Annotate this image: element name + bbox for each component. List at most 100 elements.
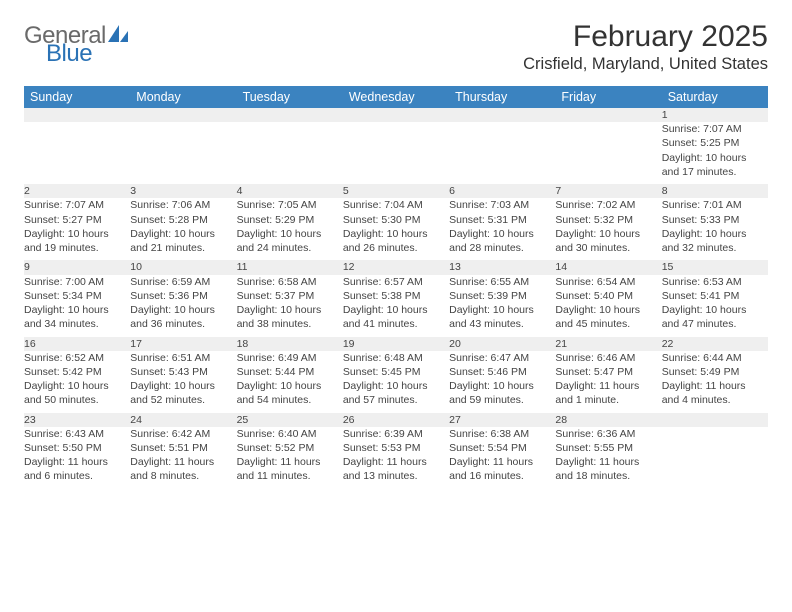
daylight2-text: and 17 minutes.	[662, 165, 768, 179]
day-number: 17	[130, 337, 236, 351]
daylight2-text: and 32 minutes.	[662, 241, 768, 255]
daylight2-text: and 52 minutes.	[130, 393, 236, 407]
day-number: 13	[449, 260, 555, 274]
daylight1-text: Daylight: 10 hours	[24, 303, 130, 317]
sunset-text: Sunset: 5:33 PM	[662, 213, 768, 227]
daylight1-text: Daylight: 10 hours	[449, 379, 555, 393]
daylight1-text: Daylight: 10 hours	[24, 379, 130, 393]
day-number: 2	[24, 184, 130, 198]
weekday-header: Friday	[555, 86, 661, 108]
daylight2-text: and 26 minutes.	[343, 241, 449, 255]
sunset-text: Sunset: 5:39 PM	[449, 289, 555, 303]
day-number: 22	[662, 337, 768, 351]
brand-logo: General Blue	[24, 20, 130, 66]
weekday-header: Thursday	[449, 86, 555, 108]
daylight2-text: and 6 minutes.	[24, 469, 130, 483]
daylight1-text: Daylight: 11 hours	[555, 379, 661, 393]
sunrise-text: Sunrise: 6:43 AM	[24, 427, 130, 441]
day-number: 8	[662, 184, 768, 198]
day-cell	[130, 122, 236, 184]
sunset-text: Sunset: 5:46 PM	[449, 365, 555, 379]
day-cell	[555, 122, 661, 184]
daylight2-text: and 4 minutes.	[662, 393, 768, 407]
day-cell: Sunrise: 6:39 AMSunset: 5:53 PMDaylight:…	[343, 427, 449, 489]
sunset-text: Sunset: 5:41 PM	[662, 289, 768, 303]
day-cell: Sunrise: 6:38 AMSunset: 5:54 PMDaylight:…	[449, 427, 555, 489]
day-number	[449, 108, 555, 122]
day-cell: Sunrise: 7:05 AMSunset: 5:29 PMDaylight:…	[237, 198, 343, 260]
daylight2-text: and 38 minutes.	[237, 317, 343, 331]
daylight1-text: Daylight: 10 hours	[449, 303, 555, 317]
sunrise-text: Sunrise: 7:07 AM	[662, 122, 768, 136]
sunset-text: Sunset: 5:34 PM	[24, 289, 130, 303]
day-content-row: Sunrise: 7:00 AMSunset: 5:34 PMDaylight:…	[24, 275, 768, 337]
day-number: 24	[130, 413, 236, 427]
day-number	[343, 108, 449, 122]
sunrise-text: Sunrise: 6:54 AM	[555, 275, 661, 289]
day-number	[237, 108, 343, 122]
sunset-text: Sunset: 5:47 PM	[555, 365, 661, 379]
daylight1-text: Daylight: 10 hours	[555, 303, 661, 317]
day-number: 26	[343, 413, 449, 427]
daylight2-text: and 24 minutes.	[237, 241, 343, 255]
day-cell: Sunrise: 6:55 AMSunset: 5:39 PMDaylight:…	[449, 275, 555, 337]
page-header: General Blue February 2025 Crisfield, Ma…	[24, 20, 768, 74]
day-number	[555, 108, 661, 122]
daylight1-text: Daylight: 11 hours	[343, 455, 449, 469]
sunset-text: Sunset: 5:44 PM	[237, 365, 343, 379]
day-number: 9	[24, 260, 130, 274]
daylight1-text: Daylight: 10 hours	[662, 303, 768, 317]
daylight2-text: and 57 minutes.	[343, 393, 449, 407]
daylight2-text: and 54 minutes.	[237, 393, 343, 407]
sunset-text: Sunset: 5:36 PM	[130, 289, 236, 303]
day-cell: Sunrise: 7:01 AMSunset: 5:33 PMDaylight:…	[662, 198, 768, 260]
day-number: 12	[343, 260, 449, 274]
day-cell: Sunrise: 6:40 AMSunset: 5:52 PMDaylight:…	[237, 427, 343, 489]
day-number: 19	[343, 337, 449, 351]
day-number-row: 9101112131415	[24, 260, 768, 274]
sunrise-text: Sunrise: 6:40 AM	[237, 427, 343, 441]
day-number: 10	[130, 260, 236, 274]
day-cell	[24, 122, 130, 184]
sunrise-text: Sunrise: 6:47 AM	[449, 351, 555, 365]
sunrise-text: Sunrise: 6:59 AM	[130, 275, 236, 289]
day-number: 7	[555, 184, 661, 198]
sunset-text: Sunset: 5:40 PM	[555, 289, 661, 303]
brand-text-blue: Blue	[46, 42, 92, 66]
daylight1-text: Daylight: 10 hours	[24, 227, 130, 241]
day-cell: Sunrise: 6:36 AMSunset: 5:55 PMDaylight:…	[555, 427, 661, 489]
day-cell	[449, 122, 555, 184]
day-cell: Sunrise: 6:54 AMSunset: 5:40 PMDaylight:…	[555, 275, 661, 337]
calendar-body: 1Sunrise: 7:07 AMSunset: 5:25 PMDaylight…	[24, 108, 768, 489]
day-number: 25	[237, 413, 343, 427]
sunrise-text: Sunrise: 7:05 AM	[237, 198, 343, 212]
daylight2-text: and 16 minutes.	[449, 469, 555, 483]
sunset-text: Sunset: 5:38 PM	[343, 289, 449, 303]
sunrise-text: Sunrise: 6:58 AM	[237, 275, 343, 289]
sunset-text: Sunset: 5:28 PM	[130, 213, 236, 227]
day-number	[24, 108, 130, 122]
day-cell: Sunrise: 6:58 AMSunset: 5:37 PMDaylight:…	[237, 275, 343, 337]
daylight1-text: Daylight: 10 hours	[130, 303, 236, 317]
sunset-text: Sunset: 5:49 PM	[662, 365, 768, 379]
calendar-page: General Blue February 2025 Crisfield, Ma…	[0, 0, 792, 509]
calendar-header-row: Sunday Monday Tuesday Wednesday Thursday…	[24, 86, 768, 108]
day-number: 28	[555, 413, 661, 427]
daylight1-text: Daylight: 10 hours	[662, 151, 768, 165]
day-cell: Sunrise: 6:57 AMSunset: 5:38 PMDaylight:…	[343, 275, 449, 337]
day-number: 20	[449, 337, 555, 351]
daylight1-text: Daylight: 10 hours	[555, 227, 661, 241]
day-number: 23	[24, 413, 130, 427]
day-cell: Sunrise: 7:06 AMSunset: 5:28 PMDaylight:…	[130, 198, 236, 260]
sunset-text: Sunset: 5:53 PM	[343, 441, 449, 455]
daylight1-text: Daylight: 10 hours	[237, 227, 343, 241]
day-cell: Sunrise: 6:47 AMSunset: 5:46 PMDaylight:…	[449, 351, 555, 413]
daylight2-text: and 47 minutes.	[662, 317, 768, 331]
day-cell: Sunrise: 6:46 AMSunset: 5:47 PMDaylight:…	[555, 351, 661, 413]
daylight1-text: Daylight: 11 hours	[555, 455, 661, 469]
daylight2-text: and 19 minutes.	[24, 241, 130, 255]
daylight2-text: and 30 minutes.	[555, 241, 661, 255]
weekday-header: Wednesday	[343, 86, 449, 108]
weekday-header: Saturday	[662, 86, 768, 108]
sunset-text: Sunset: 5:37 PM	[237, 289, 343, 303]
